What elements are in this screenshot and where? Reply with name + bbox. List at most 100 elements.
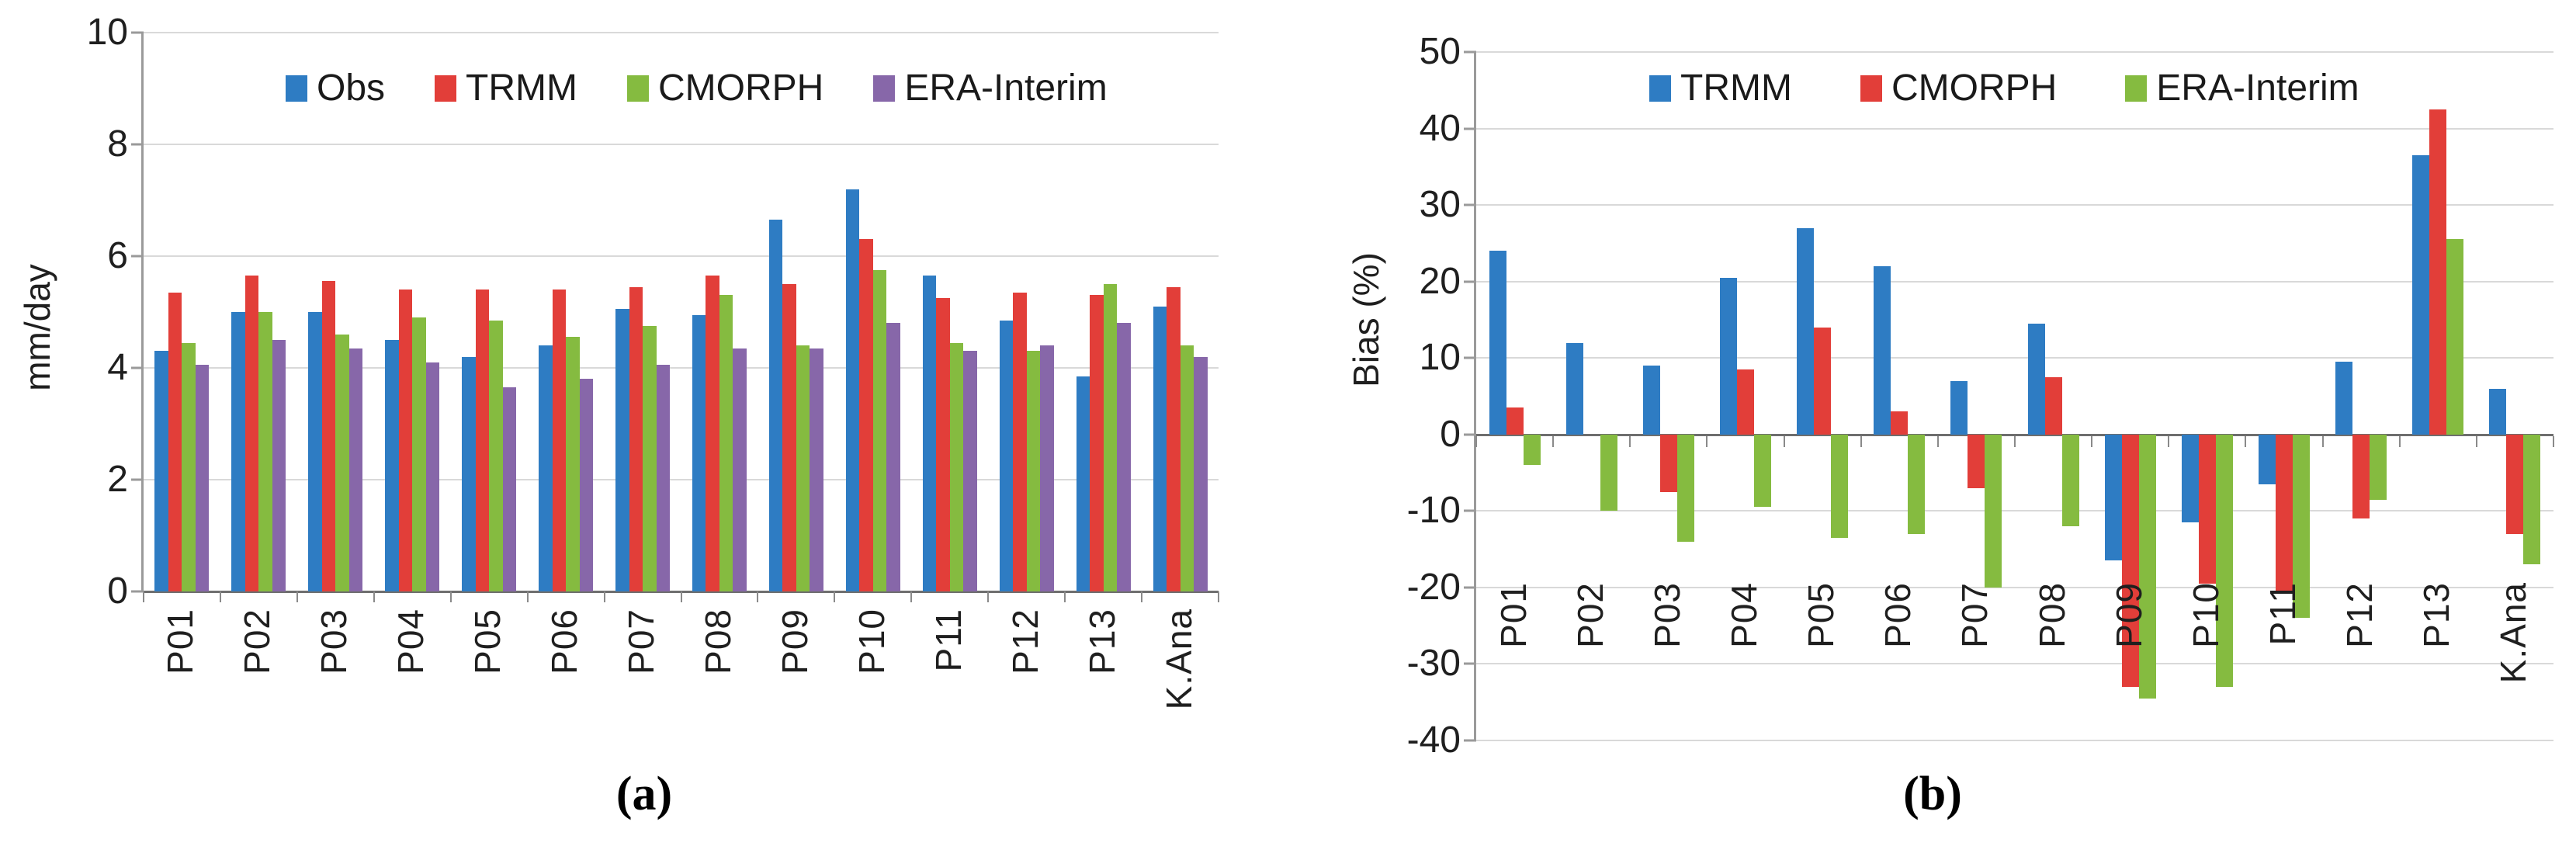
legend-label-TRMM: TRMM — [466, 68, 577, 109]
bar-TRMM-P12 — [1013, 292, 1027, 591]
x-tick-label-b-P04: P04 — [1724, 582, 1764, 648]
bar-Obs-P12 — [999, 320, 1014, 591]
bar-TRMM-P06 — [552, 290, 567, 591]
bar-Obs-P11 — [922, 276, 937, 591]
bar-CMORPH-P11 — [2276, 434, 2293, 591]
bar-ERA-Interim-P05 — [502, 387, 517, 591]
gridline-0 — [1476, 433, 2553, 436]
y-tick-mark-a-8 — [131, 143, 144, 146]
x-tick-label-a-P09: P09 — [774, 609, 815, 674]
bar-CMORPH-P06 — [566, 337, 580, 591]
bar-ERA-Interim-P10 — [886, 323, 900, 591]
gridline-8 — [144, 144, 1219, 145]
legend-swatch-icon-TRMM — [1649, 75, 1671, 102]
x-tick-label-a-P12: P12 — [1004, 609, 1045, 674]
y-tick-label-a-2: 2 — [107, 459, 128, 500]
x-tick-mark-b-7 — [2014, 435, 2016, 447]
bar-CMORPH-P06 — [1891, 411, 1909, 435]
bar-TRMM-P03 — [1642, 366, 1660, 435]
y-tick-label-b-50: 50 — [1419, 31, 1461, 72]
bar-Obs-P10 — [845, 189, 860, 591]
bar-TRMM-P13 — [1090, 295, 1104, 591]
bar-Obs-P05 — [462, 356, 476, 591]
legend-swatch-icon-CMORPH — [1860, 75, 1882, 102]
bar-TRMM-P02 — [244, 276, 259, 591]
x-tick-label-a-P13: P13 — [1081, 609, 1122, 674]
x-tick-label-b-P02: P02 — [1569, 582, 1610, 648]
bar-ERA-Interim-P01 — [1523, 434, 1541, 466]
x-tick-mark-a-2 — [296, 591, 298, 602]
y-tick-mark-b-50 — [1464, 50, 1476, 54]
bar-Obs-P08 — [692, 314, 706, 591]
x-tick-label-b-P10: P10 — [2185, 582, 2226, 648]
legend-item-ERA-Interim: ERA-Interim — [2125, 67, 2359, 109]
x-tick-label-b-P09: P09 — [2108, 582, 2149, 648]
bar-ERA-Interim-P13 — [2446, 239, 2464, 435]
x-tick-mark-a-6 — [603, 591, 605, 602]
bar-ERA-Interim-P06 — [1908, 434, 1926, 534]
bar-CMORPH-P12 — [2352, 434, 2370, 519]
x-tick-mark-a-5 — [526, 591, 529, 602]
y-tick-label-b--40: -40 — [1406, 720, 1461, 761]
bar-TRMM-P09 — [782, 284, 796, 591]
x-tick-mark-a-1 — [219, 591, 221, 602]
gridline-20 — [1476, 280, 2553, 283]
bar-ERA-Interim-P08 — [733, 348, 747, 591]
y-tick-mark-a-10 — [131, 31, 144, 34]
legend-swatch-icon-CMORPH — [626, 75, 649, 102]
x-tick-mark-b-4 — [1783, 435, 1785, 447]
bar-TRMM-P11 — [936, 298, 950, 591]
bar-ERA-Interim-P02 — [1600, 434, 1617, 511]
x-tick-mark-a-3 — [373, 591, 375, 602]
bar-TRMM-P12 — [2335, 362, 2353, 435]
y-tick-mark-b--20 — [1464, 586, 1476, 589]
bar-ERA-Interim-P06 — [579, 379, 594, 591]
x-tick-label-a-P06: P06 — [544, 609, 585, 674]
bar-ERA-Interim-P04 — [425, 362, 440, 591]
legend-item-ERA-Interim: ERA-Interim — [873, 67, 1108, 109]
x-tick-mark-a-14 — [1218, 591, 1219, 602]
x-tick-mark-b-1 — [1552, 435, 1555, 447]
bar-TRMM-P04 — [398, 290, 413, 591]
y-tick-mark-b--40 — [1464, 739, 1476, 742]
y-tick-label-b--30: -30 — [1406, 643, 1461, 685]
gridline--20 — [1476, 586, 2553, 588]
bar-TRMM-P03 — [321, 281, 336, 591]
bar-TRMM-P13 — [2412, 155, 2430, 435]
y-tick-mark-a-4 — [131, 366, 144, 369]
bar-Obs-P13 — [1076, 376, 1090, 591]
y-tick-mark-b-0 — [1464, 433, 1476, 436]
x-tick-mark-a-4 — [449, 591, 452, 602]
bar-CMORPH-P08 — [719, 295, 733, 591]
legend-item-CMORPH: CMORPH — [1860, 67, 2057, 109]
bar-CMORPH-P09 — [2121, 434, 2139, 687]
x-tick-mark-a-10 — [910, 591, 913, 602]
legend-swatch-icon-ERA-Interim — [2125, 75, 2148, 102]
x-tick-mark-b-0 — [1475, 435, 1477, 447]
legend-label-Obs: Obs — [317, 68, 386, 109]
bar-Obs-P06 — [539, 345, 553, 591]
x-tick-mark-a-12 — [1064, 591, 1066, 602]
bar-TRMM-P10 — [2181, 434, 2199, 523]
bar-ERA-Interim-P12 — [2370, 434, 2387, 500]
gridline-10 — [144, 32, 1219, 33]
y-axis-line-a — [141, 33, 144, 591]
bar-CMORPH-P07 — [643, 326, 657, 591]
y-tick-label-b--10: -10 — [1406, 490, 1461, 532]
bar-ERA-Interim-P03 — [348, 348, 363, 591]
bar-TRMM-P01 — [1489, 251, 1506, 435]
x-tick-label-b-K.Ana: K.Ana — [2493, 582, 2534, 684]
bar-CMORPH-P02 — [258, 312, 272, 591]
bar-CMORPH-K.Ana — [2506, 434, 2524, 534]
x-tick-mark-b-3 — [1706, 435, 1708, 447]
bar-ERA-Interim-P07 — [656, 365, 671, 591]
bar-ERA-Interim-P12 — [1040, 345, 1054, 591]
plot-area-a — [141, 32, 1219, 602]
x-tick-mark-a-11 — [987, 591, 990, 602]
bar-TRMM-P06 — [1874, 265, 1891, 435]
x-tick-mark-b-13 — [2475, 435, 2477, 447]
gridline-10 — [1476, 357, 2553, 359]
bar-CMORPH-P01 — [182, 342, 196, 591]
legend-item-Obs: Obs — [286, 67, 385, 109]
y-tick-mark-a-2 — [131, 478, 144, 481]
